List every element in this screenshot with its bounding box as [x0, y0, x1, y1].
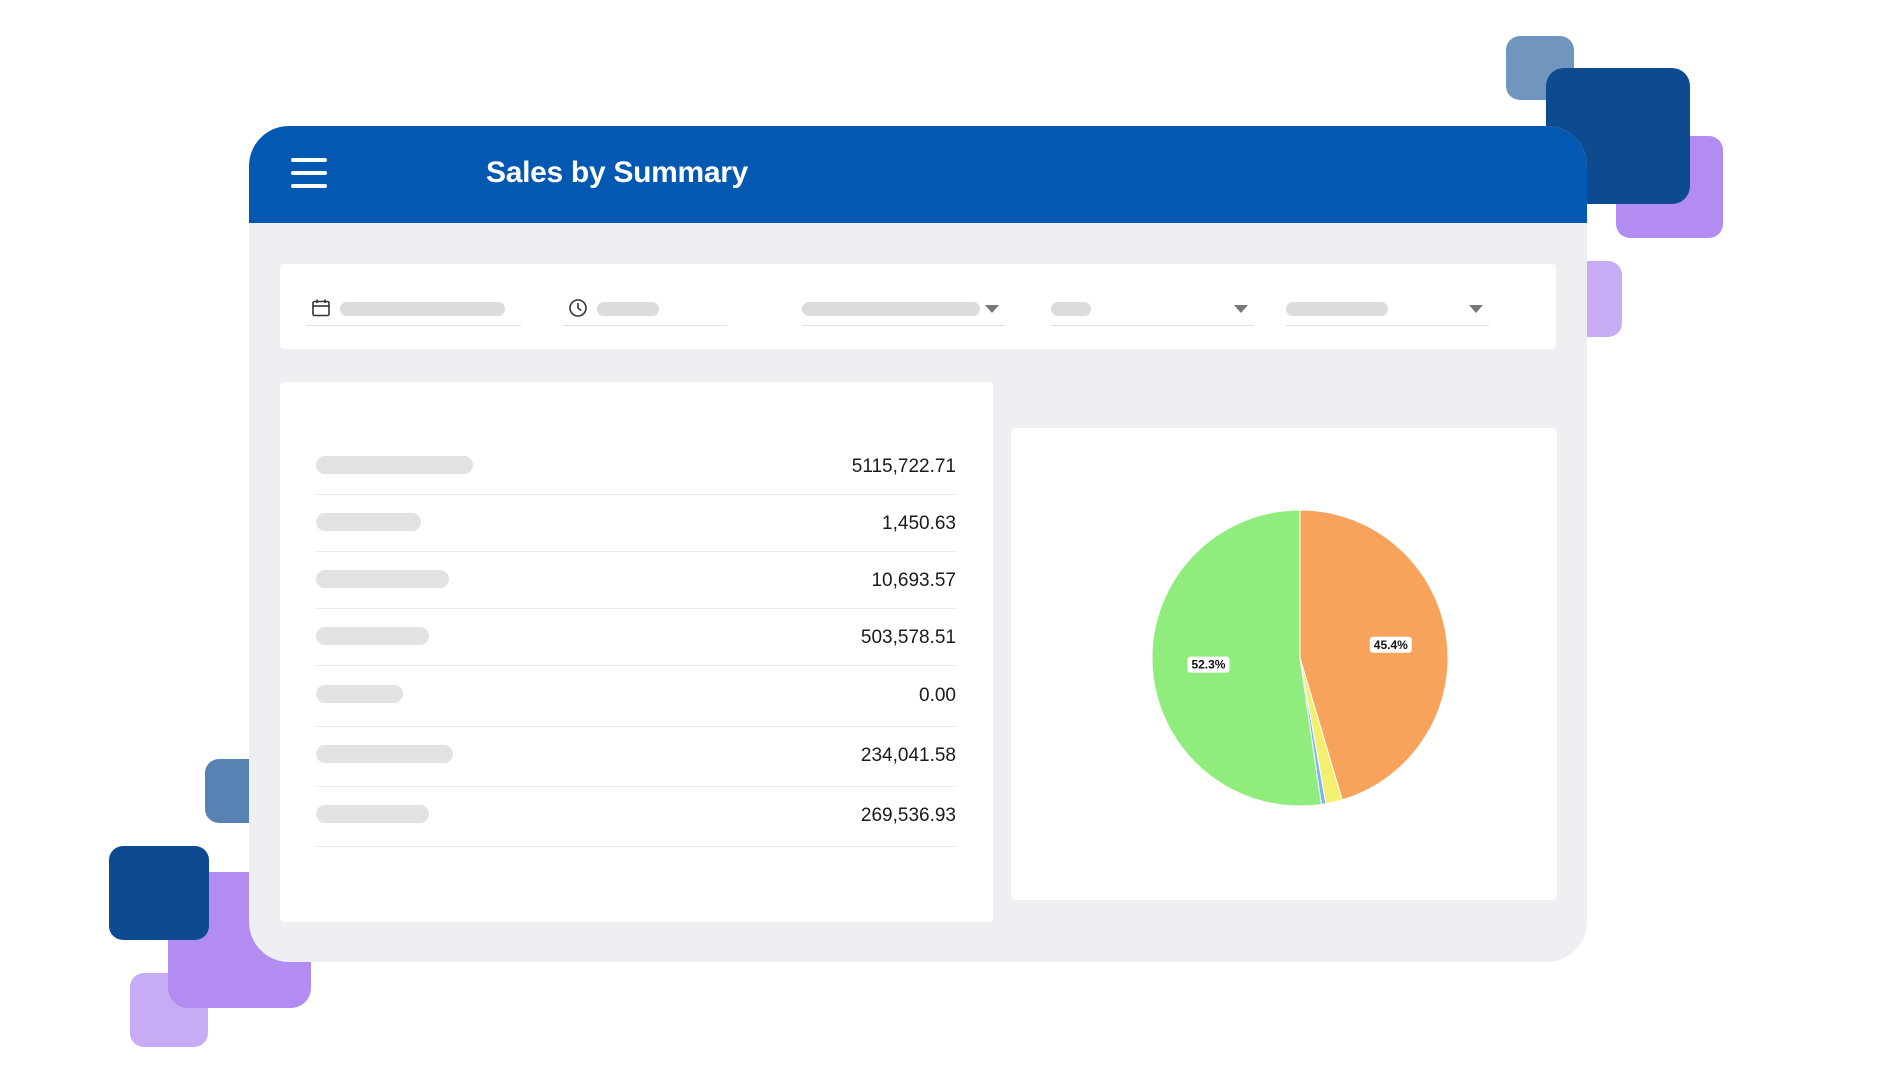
- row-label-placeholder: [316, 513, 421, 531]
- pie-slice: [1299, 509, 1449, 801]
- dropdown-1-placeholder: [802, 302, 980, 316]
- pie-label-background: [1187, 656, 1230, 673]
- pie-chart-card: 45.4% 52.3%: [1011, 428, 1557, 900]
- row-value: 5115,722.71: [851, 456, 956, 477]
- summary-table: 5115,722.71 1,450.63 10,693.57 503,578.5…: [280, 382, 993, 922]
- row-value: 0.00: [919, 685, 956, 706]
- pie-slice-label: 52.3%: [1187, 656, 1230, 673]
- calendar-icon: [312, 299, 330, 317]
- chevron-down-icon: [1234, 305, 1248, 313]
- dropdown-filter-3[interactable]: [1286, 294, 1489, 326]
- row-label-placeholder: [316, 627, 429, 645]
- pie-chart: 45.4% 52.3%: [1151, 509, 1449, 807]
- row-value: 234,041.58: [860, 745, 956, 766]
- pie-label-text: 45.4%: [1374, 638, 1408, 652]
- pie-label-background: [1369, 636, 1412, 653]
- app-window: Sales by Summary: [249, 126, 1587, 962]
- header-bar: Sales by Summary: [249, 126, 1587, 223]
- dropdown-3-placeholder: [1286, 302, 1388, 316]
- decor-square: [109, 846, 209, 940]
- table-row: 5115,722.71: [316, 438, 956, 495]
- row-label-placeholder: [316, 685, 403, 703]
- dropdown-filter-1[interactable]: [802, 294, 1005, 326]
- time-placeholder: [597, 302, 659, 316]
- row-label-placeholder: [316, 805, 429, 823]
- clock-icon: [569, 299, 587, 317]
- date-filter[interactable]: [306, 294, 521, 326]
- row-label-placeholder: [316, 456, 473, 474]
- table-row: 503,578.51: [316, 609, 956, 666]
- dropdown-2-placeholder: [1051, 302, 1091, 316]
- row-value: 269,536.93: [860, 805, 956, 826]
- table-row: 269,536.93: [316, 787, 956, 847]
- filter-bar: [280, 264, 1556, 349]
- table-row: 0.00: [316, 667, 956, 727]
- row-value: 503,578.51: [860, 627, 956, 648]
- row-label-placeholder: [316, 570, 449, 588]
- dropdown-filter-2[interactable]: [1051, 294, 1254, 326]
- row-label-placeholder: [316, 745, 453, 763]
- hamburger-menu-icon[interactable]: [291, 158, 327, 188]
- pie-slice: [1151, 509, 1322, 807]
- chevron-down-icon: [985, 305, 999, 313]
- chevron-down-icon: [1469, 305, 1483, 313]
- table-row: 1,450.63: [316, 495, 956, 552]
- page-title: Sales by Summary: [486, 156, 749, 189]
- table-row: 234,041.58: [316, 727, 956, 787]
- time-filter[interactable]: [563, 294, 727, 326]
- pie-slice-label: 45.4%: [1369, 636, 1412, 653]
- table-row: 10,693.57: [316, 552, 956, 609]
- row-value: 10,693.57: [871, 570, 956, 591]
- date-placeholder: [340, 302, 505, 316]
- pie-label-text: 52.3%: [1191, 658, 1225, 672]
- row-value: 1,450.63: [882, 513, 956, 534]
